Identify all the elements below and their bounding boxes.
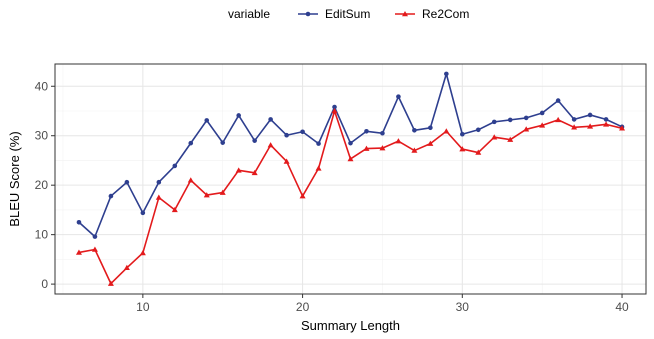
data-point <box>171 206 178 213</box>
data-point <box>348 140 353 146</box>
data-point <box>139 249 146 256</box>
data-point <box>220 140 226 145</box>
y-tick-label: 40 <box>35 79 49 93</box>
data-point <box>491 119 497 125</box>
x-tick-label: 40 <box>615 300 629 314</box>
data-point <box>379 145 386 151</box>
data-point <box>108 193 114 199</box>
y-tick-label: 10 <box>35 228 49 242</box>
data-point <box>475 127 481 133</box>
data-point <box>603 117 609 122</box>
y-tick-label: 30 <box>35 129 49 143</box>
data-point <box>571 117 577 122</box>
x-tick-label: 10 <box>136 300 150 314</box>
data-point <box>523 115 529 121</box>
data-point <box>156 179 162 185</box>
data-point <box>587 112 593 118</box>
data-point <box>396 94 401 99</box>
data-point <box>571 124 578 130</box>
data-point <box>140 210 146 216</box>
data-point <box>523 126 530 132</box>
legend-title: variable <box>228 7 270 21</box>
data-point <box>268 117 273 122</box>
data-point <box>107 280 114 286</box>
legend: variable EditSum Re2Com <box>228 7 469 21</box>
data-point <box>92 234 98 239</box>
data-point <box>459 146 466 152</box>
data-point <box>187 177 194 183</box>
legend-item-editsum: EditSum <box>298 7 370 21</box>
data-point <box>267 142 274 148</box>
data-point <box>619 125 626 131</box>
data-point <box>75 249 82 255</box>
data-point <box>364 128 369 134</box>
data-point <box>443 128 450 134</box>
data-point <box>587 123 594 129</box>
data-point <box>507 136 514 142</box>
data-point <box>444 71 449 77</box>
data-point <box>395 138 402 144</box>
series-editsum <box>76 71 625 239</box>
data-point <box>235 167 242 173</box>
y-axis-title: BLEU Score (%) <box>7 131 22 226</box>
data-point <box>123 264 130 271</box>
data-point <box>331 107 338 114</box>
data-point <box>380 130 385 136</box>
data-point <box>411 147 418 153</box>
legend-item-re2com: Re2Com <box>395 7 469 21</box>
y-tick-label: 20 <box>35 178 49 192</box>
data-point <box>155 194 162 200</box>
data-point <box>91 246 98 252</box>
data-point <box>172 163 178 169</box>
data-point <box>555 98 561 103</box>
data-point <box>76 219 82 225</box>
data-point <box>299 193 306 199</box>
data-point <box>412 127 417 133</box>
x-tick-label: 30 <box>456 300 470 314</box>
legend-marker <box>305 11 311 17</box>
legend-marker <box>402 11 408 17</box>
data-point <box>283 158 290 164</box>
legend-label: EditSum <box>325 7 370 21</box>
data-point <box>539 122 546 128</box>
series-re2com <box>75 107 626 286</box>
data-point <box>316 141 321 146</box>
data-point <box>507 117 513 123</box>
data-point <box>363 145 370 151</box>
plot-panel <box>55 64 646 294</box>
data-point <box>251 169 258 176</box>
data-point <box>284 132 289 138</box>
data-point <box>475 149 482 155</box>
data-point <box>460 131 465 137</box>
data-point <box>603 121 610 127</box>
data-point <box>555 116 562 123</box>
data-point <box>427 140 434 146</box>
x-tick-label: 20 <box>296 300 310 314</box>
data-point <box>124 179 130 185</box>
data-point <box>539 110 545 116</box>
data-point <box>428 125 433 131</box>
data-point <box>188 140 194 146</box>
data-point <box>219 189 226 195</box>
x-axis-title: Summary Length <box>301 318 400 333</box>
y-tick-label: 0 <box>41 277 48 291</box>
panel-border <box>54 63 647 295</box>
data-point <box>300 129 305 135</box>
data-point <box>491 134 498 140</box>
data-point <box>315 165 322 171</box>
data-point <box>236 113 241 118</box>
data-point <box>252 138 257 143</box>
data-point <box>203 192 210 198</box>
data-point <box>332 104 337 110</box>
data-point <box>204 118 210 123</box>
data-point <box>347 155 354 162</box>
legend-label: Re2Com <box>422 7 469 21</box>
